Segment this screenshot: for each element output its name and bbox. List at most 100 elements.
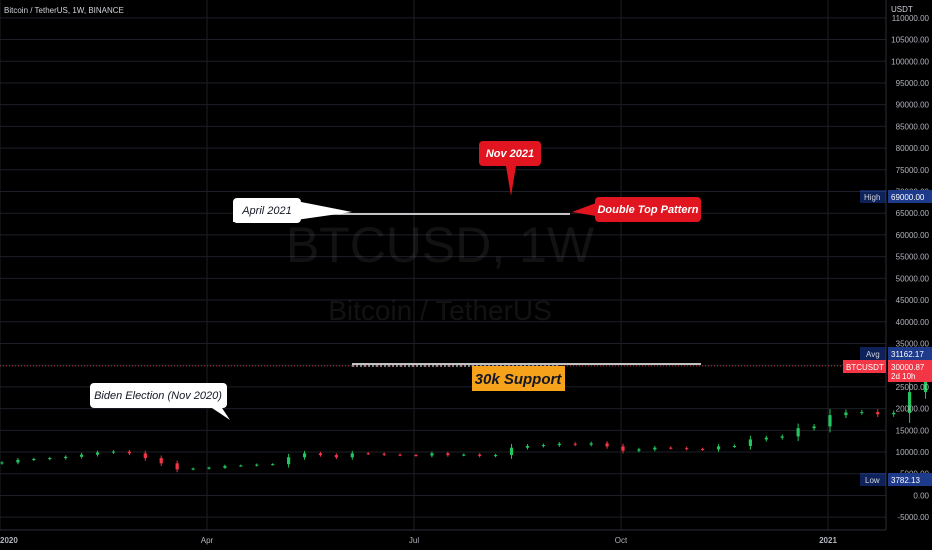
y-tick-label: 55000.00 xyxy=(896,253,930,262)
high-tag-value: 69000.00 xyxy=(891,193,925,202)
candle-body xyxy=(541,445,545,447)
y-tick-label: 85000.00 xyxy=(896,122,930,131)
candle-body xyxy=(685,448,689,450)
candle-body xyxy=(637,449,641,451)
double-top-callout[interactable]: Double Top Pattern xyxy=(572,197,701,222)
y-tick-label: 15000.00 xyxy=(896,426,930,435)
candlesticks xyxy=(0,374,928,473)
y-tick-label: 80000.00 xyxy=(896,144,930,153)
candle-body xyxy=(16,459,20,463)
candle-body xyxy=(478,454,482,456)
april-2021-label: April 2021 xyxy=(241,205,292,217)
candle-body xyxy=(48,458,52,460)
candle-body xyxy=(748,439,752,446)
avg-tag-value: 31162.17 xyxy=(891,350,924,359)
candle-body xyxy=(812,426,816,429)
y-tick-label: 60000.00 xyxy=(896,231,930,240)
candle-body xyxy=(589,443,593,445)
candle-body xyxy=(525,445,530,448)
candle-body xyxy=(494,455,498,457)
y-tick-label: 40000.00 xyxy=(896,318,930,327)
candle-body xyxy=(701,448,705,450)
biden-election-callout[interactable]: Biden Election (Nov 2020) xyxy=(90,383,230,420)
candle-body xyxy=(95,452,100,455)
y-tick-label: 105000.00 xyxy=(891,36,929,45)
candle-body xyxy=(0,462,4,464)
x-axis[interactable]: 2020AprJulOct2021AprJulOct2022AprJulOct2… xyxy=(0,536,932,545)
candle-body xyxy=(398,454,402,456)
double-top-label: Double Top Pattern xyxy=(597,204,698,216)
y-tick-label: 75000.00 xyxy=(896,166,930,175)
candle-body xyxy=(271,464,275,466)
candle-body xyxy=(32,458,36,460)
candle-body xyxy=(334,455,338,458)
y-tick-label: 0.00 xyxy=(913,491,929,500)
high-tag-label: High xyxy=(864,193,880,202)
candle-body xyxy=(143,453,147,459)
candle-body xyxy=(923,381,928,393)
countdown-tag: 2d 10h xyxy=(891,372,915,381)
candle-body xyxy=(302,453,307,458)
candle-body xyxy=(621,446,625,451)
biden-election-label: Biden Election (Nov 2020) xyxy=(94,390,222,402)
vertical-grid xyxy=(0,0,829,530)
candle-body xyxy=(908,392,912,413)
candle-body xyxy=(892,412,896,415)
watermark-ticker: BTCUSD, 1W xyxy=(286,217,595,273)
candle-body xyxy=(860,412,864,414)
candle-body xyxy=(446,453,450,456)
y-tick-label: 20000.00 xyxy=(896,405,930,414)
candle-body xyxy=(796,428,800,437)
y-tick-label: 45000.00 xyxy=(896,296,930,305)
april-2021-callout[interactable]: April 2021 xyxy=(233,198,352,223)
watermark-name: Bitcoin / TetherUS xyxy=(328,295,552,326)
candle-body xyxy=(557,443,561,446)
candle-body xyxy=(80,454,84,457)
last-tag-value: 30000.87 xyxy=(891,363,925,372)
y-tick-label: 65000.00 xyxy=(896,209,930,218)
y-tick-label: 35000.00 xyxy=(896,339,930,348)
candle-body xyxy=(287,457,291,465)
x-tick-label: 2021 xyxy=(819,536,837,545)
y-tick-label: -5000.00 xyxy=(897,513,929,522)
candle-body xyxy=(175,463,179,470)
chart-title: Bitcoin / TetherUS, 1W, BINANCE xyxy=(4,6,124,15)
ticker-tag-label: BTCUSDT xyxy=(846,363,884,372)
candle-body xyxy=(350,453,354,458)
x-tick-label: 2020 xyxy=(0,536,18,545)
y-tick-label: 95000.00 xyxy=(896,79,930,88)
candle-body xyxy=(239,465,243,467)
candle-body xyxy=(653,447,657,450)
candle-body xyxy=(318,453,323,456)
nov-2021-callout[interactable]: Nov 2021 xyxy=(479,141,541,196)
candle-body xyxy=(159,458,163,464)
x-tick-label: Apr xyxy=(201,536,214,545)
candle-body xyxy=(732,445,737,447)
y-tick-label: 100000.00 xyxy=(891,57,929,66)
x-tick-label: Oct xyxy=(615,536,628,545)
high-price-tag: High 69000.00 xyxy=(860,190,932,203)
nov-2021-label: Nov 2021 xyxy=(486,148,534,160)
candle-body xyxy=(223,465,227,468)
support-callout[interactable]: 30k Support xyxy=(472,366,565,391)
candle-body xyxy=(605,443,609,447)
candle-body xyxy=(127,451,131,454)
low-price-tag: Low 3782.13 xyxy=(860,473,932,486)
candle-body xyxy=(462,454,466,456)
low-tag-value: 3782.13 xyxy=(891,476,920,485)
candle-body xyxy=(255,464,259,466)
low-tag-label: Low xyxy=(865,476,880,485)
candle-body xyxy=(111,451,116,453)
avg-price-tag: Avg 31162.17 xyxy=(860,347,932,360)
y-tick-label: 110000.00 xyxy=(892,14,930,23)
support-label: 30k Support xyxy=(475,371,563,388)
candle-body xyxy=(509,447,514,456)
last-price-tag: BTCUSDT 30000.87 2d 10h xyxy=(843,360,932,382)
candle-body xyxy=(828,415,832,427)
candle-body xyxy=(573,443,577,445)
y-tick-label: 90000.00 xyxy=(896,101,930,110)
y-tick-label: 25000.00 xyxy=(896,383,930,392)
y-tick-label: 10000.00 xyxy=(896,448,930,457)
x-tick-label: Jul xyxy=(409,536,419,545)
